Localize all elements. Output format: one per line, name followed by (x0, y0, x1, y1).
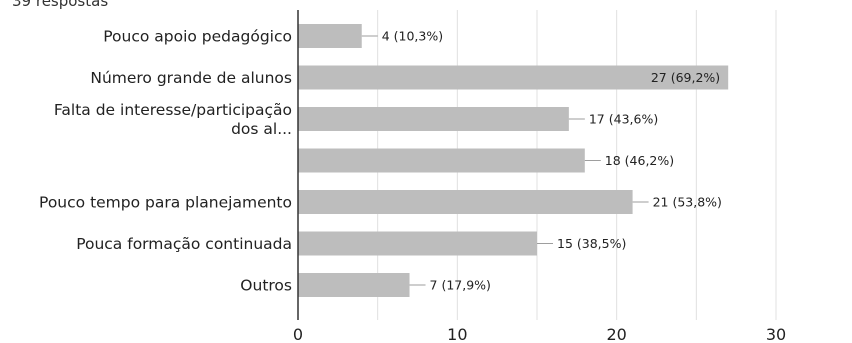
category-label: Pouca formação continuada (76, 235, 292, 253)
category-label: Número grande de alunos (90, 69, 292, 87)
grid-lines (377, 10, 777, 320)
category-label: Pouco tempo para planejamento (39, 194, 292, 212)
bar (298, 107, 569, 131)
bars (298, 24, 729, 297)
bar (298, 148, 585, 173)
data-label: 15 (38,5%) (557, 236, 626, 251)
x-tick-label: 20 (606, 325, 626, 343)
bar (298, 24, 362, 48)
data-label: 27 (69,2%) (651, 70, 720, 85)
bar (298, 65, 729, 90)
bar (298, 231, 537, 256)
category-label: Falta de interesse/participação (54, 101, 292, 119)
data-label: 18 (46,2%) (605, 153, 674, 168)
category-label: Pouco apoio pedagógico (103, 28, 292, 46)
bar (298, 273, 410, 297)
data-label: 7 (17,9%) (430, 278, 491, 293)
x-tick-label: 0 (293, 325, 303, 343)
data-label: 4 (10,3%) (382, 29, 443, 44)
x-tick-label: 30 (766, 325, 786, 343)
category-label: dos al... (231, 120, 292, 138)
bar (298, 190, 633, 214)
labels: 0 10 20 30 4 (10,3%) Pouco apoio pedagógico 27… (39, 28, 786, 343)
category-label: Outros (240, 277, 292, 295)
x-tick-label: 10 (447, 325, 467, 343)
response-count: 39 respostas (12, 0, 109, 10)
data-label: 21 (53,8%) (653, 195, 722, 210)
data-label: 17 (43,6%) (589, 112, 658, 127)
